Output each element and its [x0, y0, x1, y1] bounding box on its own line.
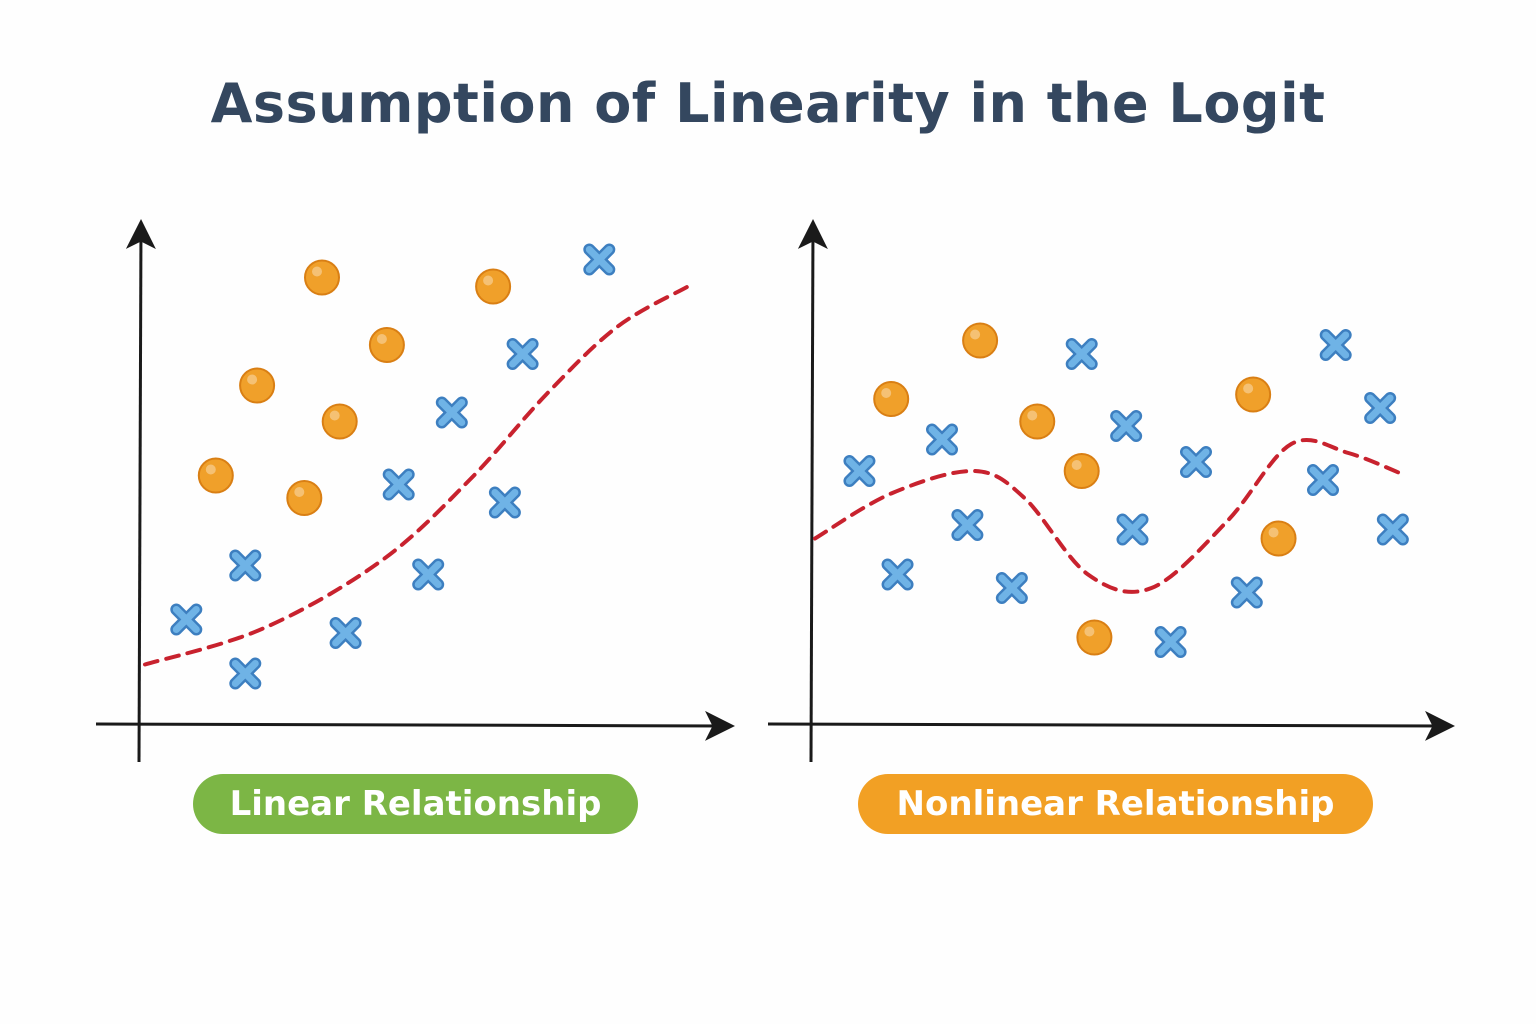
blue-cross-icon	[488, 486, 521, 519]
orange-circle-icon	[239, 367, 276, 404]
orange-circle-icon	[1076, 619, 1113, 656]
orange-circle-icon	[873, 381, 910, 417]
blue-cross-icon	[1230, 576, 1263, 609]
orange-circle-icon	[1019, 403, 1056, 440]
blue-cross-icon	[435, 396, 468, 429]
diagram-title: Assumption of Linearity in the Logit	[210, 72, 1326, 135]
blue-cross-icon	[1319, 329, 1352, 361]
nonlinear-y-axis	[797, 219, 828, 763]
nonlinear-decision-boundary	[813, 438, 1408, 594]
blue-cross-icon	[229, 549, 262, 582]
linear-panel	[95, 219, 735, 763]
orange-circle-icon	[304, 259, 340, 296]
orange-circle-icon	[475, 268, 512, 305]
blue-cross-icon	[412, 558, 445, 591]
blue-cross-icon	[583, 243, 616, 276]
nonlinear-x-axis	[767, 710, 1455, 741]
blue-cross-icon	[995, 572, 1028, 604]
blue-cross-icon	[1307, 464, 1339, 496]
blue-cross-icon	[843, 455, 876, 487]
orange-circle-icon	[1235, 376, 1272, 413]
orange-circle-icon	[321, 403, 358, 440]
linear-relationship-badge: Linear Relationship	[193, 774, 638, 834]
blue-cross-icon	[1376, 513, 1409, 546]
blue-cross-icon	[382, 468, 415, 501]
linear-y-axis	[125, 219, 156, 763]
orange-circle-icon	[962, 322, 999, 359]
blue-cross-icon	[1110, 410, 1143, 442]
blue-cross-icon	[506, 338, 539, 370]
orange-circle-icon	[1260, 520, 1297, 557]
linear-decision-boundary	[143, 284, 690, 667]
orange-circle-icon	[197, 457, 234, 494]
blue-cross-icon	[1180, 446, 1212, 478]
nonlinear-plot-marks	[813, 322, 1409, 658]
blue-cross-icon	[1065, 338, 1098, 370]
nonlinear-relationship-badge: Nonlinear Relationship	[858, 774, 1373, 834]
linear-plot-marks	[143, 243, 690, 690]
blue-cross-icon	[881, 558, 914, 591]
orange-circle-icon	[1063, 453, 1100, 489]
nonlinear-panel	[767, 219, 1455, 763]
blue-cross-icon	[329, 617, 362, 649]
blue-cross-icon	[1116, 513, 1149, 546]
blue-cross-icon	[229, 657, 262, 690]
blue-cross-icon	[1154, 626, 1187, 658]
blue-cross-icon	[951, 509, 984, 541]
linear-x-axis	[95, 710, 735, 741]
blue-cross-icon	[170, 603, 203, 636]
blue-cross-icon	[926, 423, 958, 456]
orange-circle-icon	[368, 327, 405, 363]
orange-circle-icon	[286, 480, 323, 516]
blue-cross-icon	[1364, 392, 1397, 424]
